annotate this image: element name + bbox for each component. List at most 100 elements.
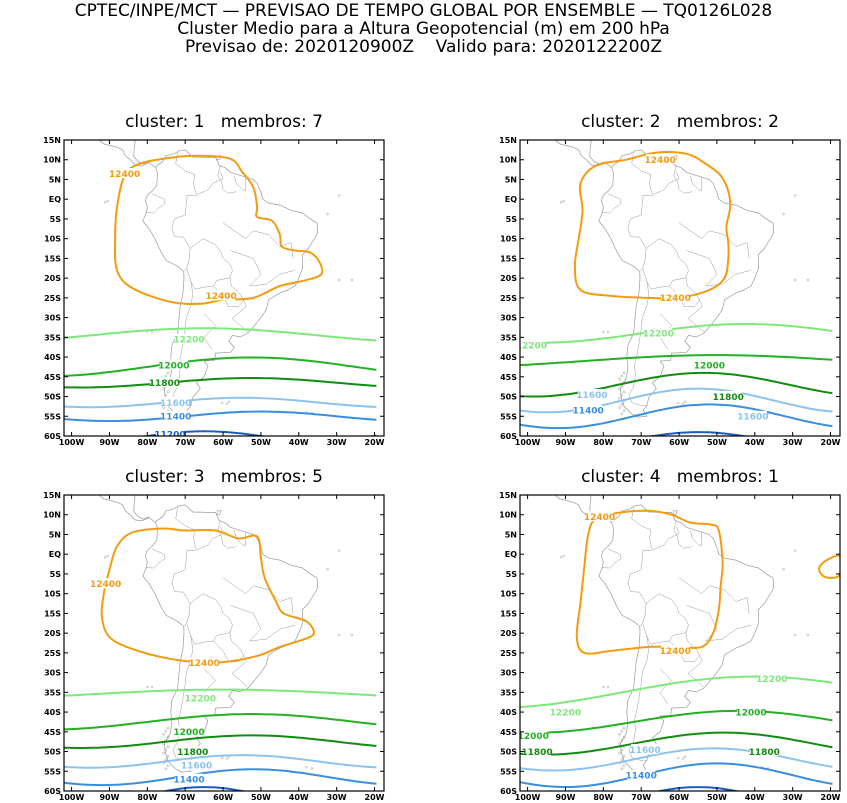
island xyxy=(103,556,107,559)
map-frame xyxy=(63,494,385,792)
lat-tick-label: 20S xyxy=(44,274,61,283)
lon-tick-label: 50W xyxy=(707,438,727,447)
island xyxy=(166,754,170,758)
island xyxy=(782,213,785,216)
island xyxy=(559,556,563,559)
country-border xyxy=(673,165,693,194)
africa-coastline xyxy=(383,140,384,142)
contour-11200 xyxy=(161,786,248,791)
lon-tick-label: 100W xyxy=(515,793,541,802)
country-border xyxy=(203,313,216,350)
contour-label-background xyxy=(520,339,546,350)
lat-tick-label: 15S xyxy=(500,609,517,618)
island xyxy=(618,396,621,400)
island xyxy=(618,742,621,745)
island xyxy=(677,756,680,759)
contour-label: 12400 xyxy=(188,659,219,669)
contour-11400 xyxy=(64,410,377,423)
lon-tick-label: 60W xyxy=(669,793,689,802)
contour-11600 xyxy=(520,747,833,772)
country-border xyxy=(171,195,191,269)
lat-tick-label: 40S xyxy=(500,353,517,362)
island xyxy=(166,390,170,394)
lat-tick-label: 60S xyxy=(500,432,517,441)
lon-tick-label: 100W xyxy=(515,438,541,447)
contour-11600 xyxy=(520,387,833,414)
lat-tick-label: 5N xyxy=(505,175,517,184)
contour-label: 12000 xyxy=(694,361,725,371)
south-america-coastline xyxy=(598,504,775,773)
contour-label-background xyxy=(207,290,236,301)
lat-tick-label: 5N xyxy=(505,530,517,539)
contour-11800 xyxy=(520,731,833,756)
country-border xyxy=(186,238,233,290)
country-border xyxy=(213,632,244,663)
country-border xyxy=(639,623,643,627)
country-border xyxy=(175,152,198,195)
contour-12400 xyxy=(573,151,732,300)
lon-tick-label: 60W xyxy=(213,438,233,447)
lat-tick-label: 5S xyxy=(506,215,518,224)
island xyxy=(326,213,329,216)
country-border xyxy=(145,548,166,569)
lat-tick-label: EQ xyxy=(505,195,517,204)
island xyxy=(227,400,231,403)
contour-label-background xyxy=(644,327,673,338)
central-america-coastline xyxy=(589,140,606,165)
lat-tick-label: 15N xyxy=(499,491,517,500)
lon-tick-label: 90W xyxy=(555,793,575,802)
lat-tick-label: EQ xyxy=(49,195,61,204)
contour-label: 12400 xyxy=(206,292,237,302)
map-frame xyxy=(63,139,385,437)
island xyxy=(162,732,165,736)
lon-tick-label: 60W xyxy=(669,438,689,447)
lon-tick-label: 40W xyxy=(289,438,309,447)
lat-tick-label: 20S xyxy=(44,629,61,638)
country-border xyxy=(673,520,693,549)
header-title-line-3: Previsao de: 2020120900Z Valido para: 20… xyxy=(184,37,662,57)
island xyxy=(622,764,626,768)
lat-tick-label: 55S xyxy=(44,767,61,776)
contour-label: 12200 xyxy=(550,708,581,718)
lat-tick-label: 5S xyxy=(506,570,518,579)
lat-tick-label: 60S xyxy=(44,432,61,441)
map-panel-cluster-1: 12400 12400 12200 12000 11800 11600 11400 11200… xyxy=(43,136,385,447)
lon-tick-label: 90W xyxy=(555,438,575,447)
contour-11800 xyxy=(64,734,377,750)
contour-12400 xyxy=(818,554,840,579)
lat-tick-label: 45S xyxy=(44,373,61,382)
country-border xyxy=(222,222,294,259)
lon-tick-label: 30W xyxy=(783,793,803,802)
contour-label-background xyxy=(661,645,690,656)
contour-label-background xyxy=(585,511,614,522)
country-border xyxy=(222,577,294,614)
country-border xyxy=(686,605,752,642)
island xyxy=(620,739,624,742)
island xyxy=(106,200,109,203)
island xyxy=(677,401,680,404)
panel-4-title: cluster: 4 membros: 1 xyxy=(581,467,779,487)
country-border xyxy=(659,668,672,705)
lat-tick-label: 40S xyxy=(44,353,61,362)
contour-label-background xyxy=(661,292,690,303)
contour-label: 12200 xyxy=(173,336,204,346)
lon-tick-label: 40W xyxy=(745,793,765,802)
island xyxy=(806,278,809,282)
island xyxy=(681,757,684,760)
island xyxy=(620,767,624,771)
island xyxy=(618,406,621,409)
lon-tick-label: 70W xyxy=(631,438,651,447)
lat-tick-label: 10S xyxy=(500,590,517,599)
contour-label: 12200 xyxy=(756,675,787,685)
country-border xyxy=(628,636,650,761)
island xyxy=(618,751,621,755)
lat-tick-label: 45S xyxy=(500,373,517,382)
contour-label-background xyxy=(574,404,603,415)
lat-tick-label: 25S xyxy=(500,649,517,658)
island xyxy=(305,766,308,769)
island xyxy=(620,748,624,752)
contour-label: 11800 xyxy=(149,379,180,389)
island xyxy=(164,393,168,397)
lat-tick-label: EQ xyxy=(505,550,517,559)
island xyxy=(606,331,610,334)
